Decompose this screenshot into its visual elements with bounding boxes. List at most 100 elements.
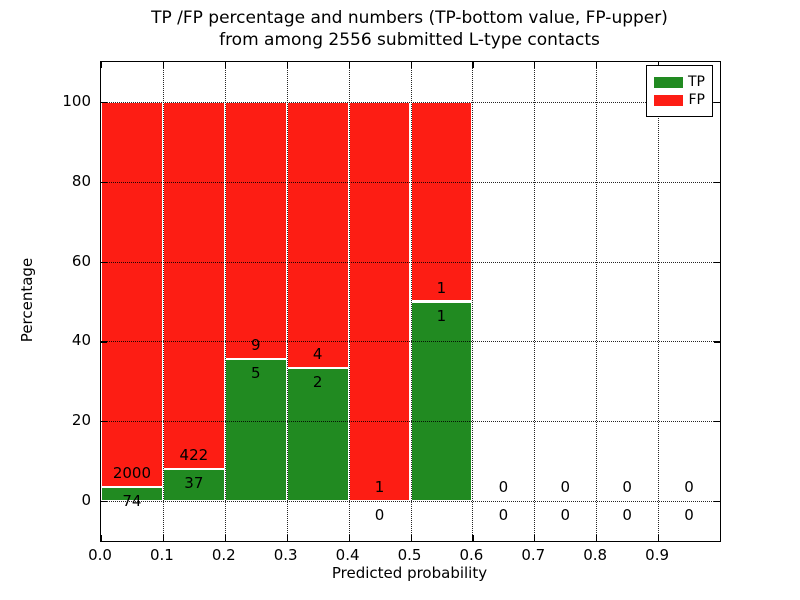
y-tickmark-right: [714, 421, 720, 423]
y-tick-label: 40: [71, 331, 91, 350]
x-tick-label: 0.9: [645, 546, 670, 564]
fp-bar-segment: [348, 101, 411, 502]
y-gridline: [101, 501, 720, 503]
plot-area: 2000 74 422 37 9 5 4 2 1 0 1 1 0 0 0 0 0 0 0 0: [100, 61, 721, 542]
x-tick-label: 0.8: [583, 546, 608, 564]
legend: TP FP: [646, 65, 713, 117]
chart-title-line-1: TP /FP percentage and numbers (TP-bottom…: [151, 8, 668, 28]
fp-count-label: 422: [179, 445, 209, 464]
x-gridline: [596, 62, 598, 541]
y-tickmark-right: [714, 341, 720, 343]
y-axis-label: Percentage: [18, 257, 36, 343]
chart-title-line-2: from among 2556 submitted L-type contact…: [219, 30, 600, 50]
x-tick-label: 0.0: [88, 546, 112, 564]
y-gridline: [101, 261, 720, 263]
y-tick-label: 20: [71, 411, 91, 430]
tp-count-label: 0: [622, 506, 632, 525]
x-gridline: [286, 62, 288, 541]
y-tick-label: 0: [81, 491, 91, 510]
x-tick-label: 0.4: [335, 546, 360, 564]
y-tickmark-right: [714, 101, 720, 104]
x-tickmark-top: [596, 62, 598, 68]
y-gridline: [101, 181, 720, 183]
fp-count-label: 0: [622, 478, 632, 497]
y-tick-label: 60: [71, 251, 91, 270]
x-tickmark-top: [534, 62, 536, 68]
x-tickmark-bottom: [596, 535, 598, 541]
x-tickmark-bottom: [162, 535, 165, 541]
tp-count-label: 5: [250, 363, 261, 382]
tp-count-label: 37: [184, 473, 204, 492]
tp-count-label: 2: [312, 373, 323, 392]
y-tickmark-left: [101, 421, 107, 423]
fp-bar-segment: [101, 101, 163, 487]
fp-bar-segment: [224, 101, 287, 359]
fp-count-label: 4: [312, 345, 323, 364]
x-axis-label: Predicted probability: [331, 564, 488, 582]
y-gridline: [101, 421, 720, 423]
legend-entry-fp: FP: [654, 92, 705, 108]
fp-count-label: 1: [374, 478, 385, 497]
x-gridline: [658, 62, 660, 541]
y-tickmark-right: [714, 261, 720, 263]
tp-bar-segment: [101, 486, 163, 502]
tp-bar-segment: [286, 368, 349, 502]
tp-count-label: 1: [436, 306, 447, 325]
x-gridline: [162, 62, 164, 541]
tp-bar-segment: [410, 301, 473, 502]
y-gridline: [101, 101, 720, 103]
y-gridline: [101, 341, 720, 343]
x-gridline: [410, 62, 412, 541]
x-tickmark-top: [286, 62, 288, 68]
x-tickmark-top: [162, 62, 165, 68]
y-tickmark-right: [714, 501, 720, 503]
y-tick-label: 100: [62, 91, 91, 110]
tp-count-label: 0: [498, 506, 509, 525]
x-tickmark-bottom: [224, 535, 226, 541]
x-tickmark-top: [472, 62, 474, 68]
fp-bar-segment: [286, 101, 349, 369]
fp-count-label: 0: [498, 478, 509, 497]
x-tick-label: 0.7: [521, 546, 546, 564]
x-tickmark-bottom: [472, 535, 474, 541]
x-tickmark-bottom: [286, 535, 288, 541]
x-tickmark-top: [410, 62, 412, 68]
x-tickmark-top: [348, 62, 350, 68]
x-tick-label: 0.1: [149, 546, 174, 564]
legend-entry-tp: TP: [654, 74, 705, 90]
x-gridline: [348, 62, 350, 541]
x-gridline: [472, 62, 474, 541]
x-gridline: [224, 62, 226, 541]
chart-title: TP /FP percentage and numbers (TP-bottom…: [100, 7, 719, 51]
x-tickmark-bottom: [410, 535, 412, 541]
fp-count-label: 1: [436, 278, 447, 297]
x-tickmark-bottom: [348, 535, 350, 541]
tp-bar-segment: [224, 358, 287, 502]
fp-count-label: 0: [560, 478, 571, 497]
y-tickmark-right: [714, 181, 720, 183]
tp-bar-segment: [162, 468, 225, 502]
y-tick-label: 80: [71, 171, 91, 190]
x-tick-label: 0.2: [211, 546, 236, 564]
x-tick-label: 0.5: [397, 546, 422, 564]
tp-count-label: 0: [374, 506, 385, 525]
tp-count-label: 0: [684, 506, 694, 525]
y-tickmark-left: [101, 341, 107, 343]
fp-bar-segment: [410, 101, 473, 302]
tp-count-label: 74: [122, 491, 142, 510]
y-tickmark-left: [101, 181, 107, 183]
y-tickmark-left: [101, 101, 107, 104]
x-tickmark-top: [224, 62, 226, 68]
tp-count-label: 0: [560, 506, 571, 525]
x-tick-label: 0.6: [459, 546, 484, 564]
fp-bar-segment: [162, 101, 225, 469]
x-gridline: [534, 62, 536, 541]
x-tickmark-bottom: [534, 535, 536, 541]
fp-legend-swatch: [654, 94, 683, 106]
y-tickmark-left: [101, 261, 107, 263]
x-tickmark-bottom: [101, 535, 103, 541]
x-tick-label: 0.3: [273, 546, 298, 564]
x-tickmark-top: [101, 62, 103, 68]
fp-count-label: 2000: [112, 463, 152, 482]
